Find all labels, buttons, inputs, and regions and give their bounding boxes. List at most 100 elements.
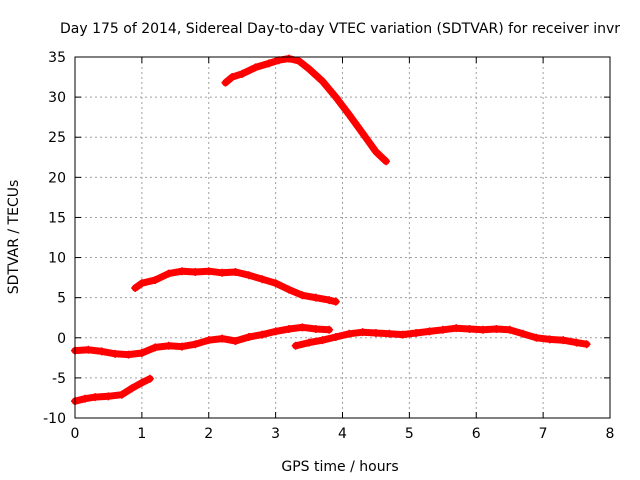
y-tick-label: 35 — [48, 50, 66, 66]
data-point — [331, 332, 340, 341]
data-point — [131, 284, 140, 293]
data-point — [218, 334, 227, 343]
series-track-2 — [131, 267, 340, 306]
data-point — [318, 336, 327, 345]
data-point — [191, 340, 200, 349]
data-point — [285, 285, 293, 294]
data-point — [285, 324, 293, 333]
data-point — [438, 325, 447, 334]
series-track-5 — [71, 374, 154, 406]
x-axis-label: GPS time / hours — [281, 459, 398, 475]
data-point — [231, 336, 240, 345]
data-point — [311, 324, 320, 333]
y-tick-label: 15 — [48, 210, 66, 226]
y-tick-label: 30 — [48, 90, 66, 106]
data-point — [331, 93, 340, 102]
data-point — [371, 147, 380, 156]
data-point — [258, 330, 267, 339]
x-tick-label: 1 — [137, 426, 146, 442]
data-point — [331, 297, 340, 306]
data-point — [371, 328, 380, 337]
data-point — [318, 77, 327, 86]
data-point — [104, 392, 113, 401]
data-point — [478, 325, 487, 334]
data-point — [559, 336, 568, 345]
x-tick-label: 6 — [472, 426, 481, 442]
data-point — [425, 327, 434, 336]
x-tick-label: 8 — [606, 426, 615, 442]
y-tick-label: 10 — [48, 251, 66, 267]
data-point — [345, 329, 354, 338]
data-point — [398, 330, 407, 339]
data-point — [244, 332, 253, 341]
data-point — [231, 267, 240, 276]
data-point — [238, 69, 247, 78]
data-point — [274, 56, 283, 65]
data-point — [285, 54, 293, 63]
data-point — [178, 342, 186, 351]
y-tick-label: -10 — [43, 411, 66, 427]
data-point — [492, 324, 501, 333]
data-point — [325, 296, 334, 305]
y-axis-label: SDTVAR / TECUs — [6, 180, 22, 295]
data-point — [345, 110, 354, 119]
data-point — [325, 325, 334, 334]
data-point — [124, 350, 133, 359]
data-point — [244, 271, 253, 280]
data-point — [164, 269, 173, 278]
data-point — [228, 73, 237, 82]
series-track-1 — [221, 54, 390, 166]
data-point — [291, 341, 300, 350]
chart-title: Day 175 of 2014, Sidereal Day-to-day VTE… — [60, 21, 620, 37]
data-point — [145, 374, 154, 383]
tick-labels: 0 1 2 3 4 5 6 7 8 -10 -5 0 5 10 15 20 25 30 35 — [43, 50, 614, 442]
data-point — [117, 390, 126, 399]
data-point — [137, 279, 146, 288]
data-point — [221, 78, 230, 87]
data-point — [358, 328, 367, 337]
data-point — [204, 336, 213, 345]
data-point — [218, 268, 227, 277]
data-point — [191, 267, 200, 276]
data-point — [151, 276, 160, 285]
data-point — [178, 267, 186, 276]
data-point — [452, 324, 461, 333]
x-tick-label: 4 — [338, 426, 347, 442]
data-point — [305, 338, 314, 347]
data-point — [545, 335, 554, 344]
x-tick-label: 0 — [71, 426, 80, 442]
x-tick-label: 7 — [539, 426, 548, 442]
data-point — [81, 394, 90, 403]
y-tick-label: -5 — [52, 371, 66, 387]
data-point — [358, 129, 367, 138]
data-point — [204, 267, 213, 276]
data-point — [127, 384, 136, 393]
data-point — [111, 349, 120, 358]
y-tick-label: 25 — [48, 130, 66, 146]
data-point — [137, 378, 146, 387]
data-point — [91, 393, 100, 402]
x-tick-label: 5 — [405, 426, 414, 442]
data-point — [532, 333, 541, 342]
y-tick-label: 20 — [48, 170, 66, 186]
data-series — [71, 54, 591, 406]
y-tick-label: 5 — [57, 291, 66, 307]
data-point — [298, 291, 307, 300]
data-point — [295, 57, 304, 66]
data-point — [412, 328, 421, 337]
data-point — [465, 324, 474, 333]
data-point — [271, 279, 280, 288]
y-tick-label: 0 — [57, 331, 66, 347]
data-point — [385, 329, 394, 338]
plot-frame — [74, 56, 611, 419]
data-point — [164, 341, 173, 350]
data-point — [381, 157, 390, 166]
data-point — [305, 65, 314, 74]
data-point — [97, 347, 106, 356]
data-point — [264, 59, 273, 68]
data-point — [84, 345, 93, 354]
x-tick-label: 3 — [271, 426, 280, 442]
series-track-4 — [291, 324, 591, 350]
